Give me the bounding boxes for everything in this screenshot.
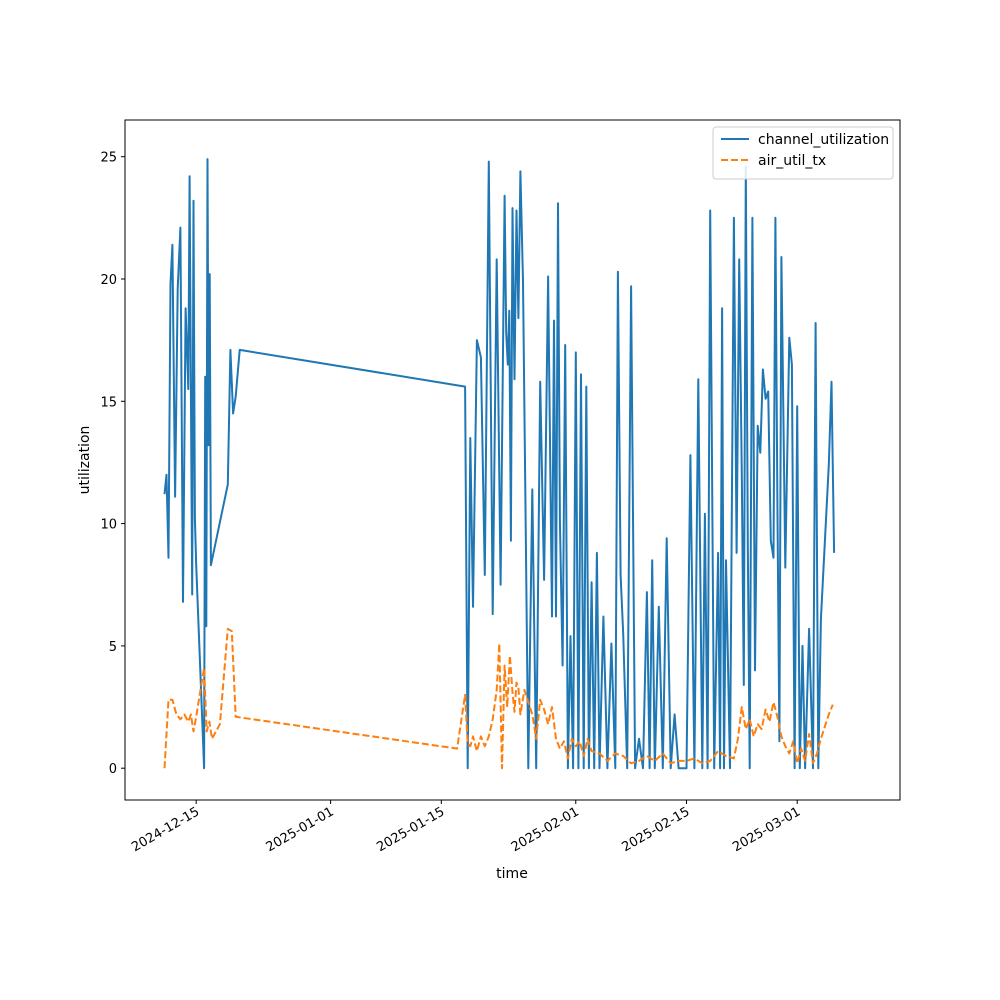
y-axis: 0 5 10 15 20 25 (100, 151, 125, 777)
legend-label-air-util-tx: air_util_tx (758, 153, 826, 169)
y-tick-label: 5 (109, 640, 117, 655)
series-line-channel-utilization (163, 158, 836, 770)
legend-box (712, 126, 894, 180)
legend-label-channel-utilization: channel_utilization (758, 132, 889, 148)
y-tick-label: 0 (109, 762, 117, 777)
x-axis-label: time (496, 866, 528, 882)
legend: channel_utilization air_util_tx (712, 126, 894, 180)
plot-frame (124, 119, 901, 801)
series-line-air-util-tx (163, 627, 834, 770)
y-tick-label: 25 (100, 151, 117, 166)
series-layer (163, 158, 836, 770)
y-tick-label: 10 (100, 518, 117, 533)
y-tick-label: 20 (100, 273, 117, 288)
y-tick-label: 15 (100, 395, 117, 410)
y-axis-label: utilization (77, 426, 93, 495)
